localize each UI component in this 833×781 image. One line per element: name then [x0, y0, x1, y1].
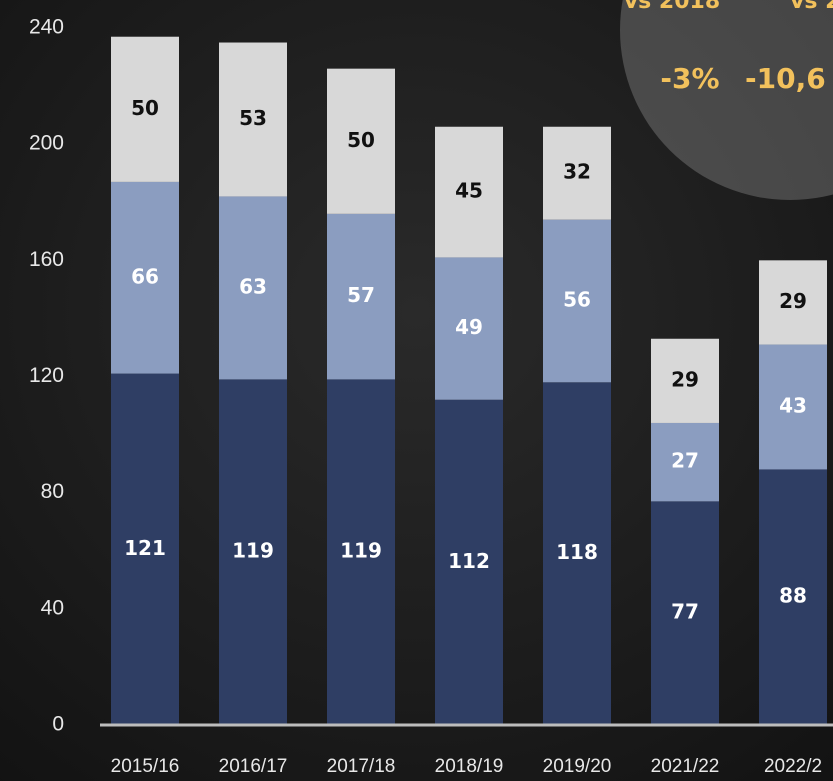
bar-segment: [219, 379, 287, 725]
y-tick-label: 0: [52, 713, 64, 736]
x-tick-label: 2018/19: [435, 756, 504, 777]
bar-segment: [435, 257, 503, 400]
x-tick-label: 2017/18: [327, 756, 396, 777]
data-label: 56: [563, 287, 591, 311]
x-tick-label: 2021/22: [651, 756, 720, 777]
data-label: 88: [779, 584, 807, 608]
bar-segment: [651, 338, 719, 423]
data-label: 32: [563, 160, 591, 184]
bar-segment: [111, 373, 179, 725]
bar-segment: [543, 382, 611, 725]
x-tick-label: 2019/20: [543, 756, 612, 777]
data-label: 49: [455, 315, 483, 339]
bar-segment: [543, 126, 611, 220]
data-label: 119: [340, 539, 382, 563]
data-label: 121: [124, 536, 166, 560]
data-label: 27: [671, 449, 699, 473]
x-tick-label: 2016/17: [219, 756, 288, 777]
bar-segment: [543, 219, 611, 383]
annotation: vs 201: [790, 0, 833, 14]
data-label: 119: [232, 539, 274, 563]
y-tick-label: 200: [29, 132, 64, 155]
y-tick-label: 40: [41, 596, 64, 619]
annotation: -3%: [660, 62, 719, 95]
bar-segment: [111, 181, 179, 374]
bar-segment: [759, 260, 827, 345]
data-label: 63: [239, 274, 267, 298]
data-label: 66: [131, 264, 159, 288]
y-tick-label: 80: [41, 480, 64, 503]
bar-segment: [759, 344, 827, 470]
data-label: 112: [448, 549, 490, 573]
bar-segment: [219, 42, 287, 197]
data-label: 77: [671, 600, 699, 624]
data-label: 29: [671, 367, 699, 391]
annotation: -10,6: [745, 62, 826, 95]
data-label: 43: [779, 393, 807, 417]
bar-segment: [435, 126, 503, 258]
bar-segment: [759, 469, 827, 725]
y-tick-label: 240: [29, 16, 64, 39]
data-label: 45: [455, 179, 483, 203]
data-label: 50: [131, 96, 159, 120]
bar-segment: [435, 399, 503, 725]
x-tick-label: 2015/16: [111, 756, 180, 777]
bar-segment: [111, 36, 179, 182]
y-tick-label: 120: [29, 364, 64, 387]
annotation-circle: [620, 0, 833, 200]
data-label: 118: [556, 540, 598, 564]
bar-segment: [327, 68, 395, 214]
y-tick-label: 160: [29, 248, 64, 271]
x-tick-label: 2022/2: [764, 756, 822, 777]
data-label: 57: [347, 283, 375, 307]
bar-segment: [219, 196, 287, 380]
bar-segment: [651, 501, 719, 725]
data-label: 53: [239, 106, 267, 130]
bar-segment: [327, 213, 395, 380]
annotation: vs 2018: [624, 0, 720, 14]
bar-segment: [327, 379, 395, 725]
bar-segment: [651, 422, 719, 502]
data-label: 29: [779, 289, 807, 313]
data-label: 50: [347, 128, 375, 152]
